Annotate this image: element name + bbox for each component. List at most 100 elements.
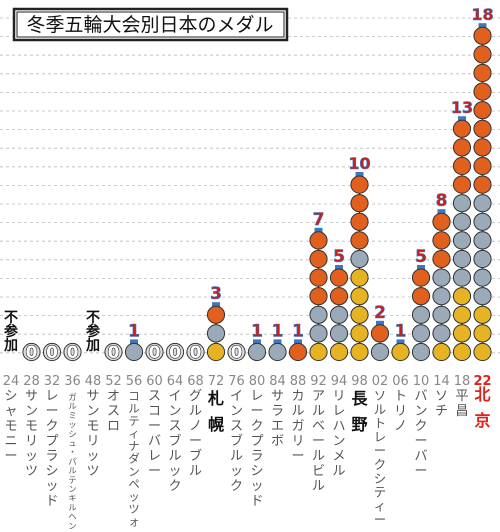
city-label: サ <box>271 389 284 404</box>
bronze-medal <box>350 212 369 231</box>
column-cap <box>355 172 364 177</box>
gold-medal <box>473 342 492 362</box>
zero-marker <box>42 342 62 362</box>
city-label: テ <box>374 485 386 500</box>
zero-marker <box>227 342 246 362</box>
city-label: ン <box>25 404 38 419</box>
medal-column <box>42 342 62 362</box>
medal-column <box>227 342 246 362</box>
bronze-medal <box>473 138 492 157</box>
city-label: レ <box>45 389 58 404</box>
city-label: コ <box>148 404 161 419</box>
medal-column <box>206 302 226 362</box>
silver-medal <box>329 305 349 324</box>
city-label: ス <box>168 419 181 434</box>
year-label: 22 <box>473 374 491 389</box>
city-label: レ <box>250 389 263 404</box>
nonparticipation-label: 不 <box>4 310 18 326</box>
city-label: ソ <box>374 388 386 403</box>
count-label: 0 <box>190 343 202 363</box>
bronze-medal <box>473 175 492 194</box>
city-label: ー <box>312 434 325 449</box>
gold-medal <box>452 324 472 343</box>
medal-column <box>309 227 328 362</box>
city-label: エ <box>271 419 284 434</box>
medal-column <box>370 320 390 362</box>
medal-column <box>186 342 205 362</box>
bronze-medal <box>350 175 369 194</box>
gold-medal <box>350 324 369 343</box>
city-label: ー <box>148 464 161 479</box>
city-label: ル <box>312 449 325 464</box>
nonparticipation-label: 不 <box>86 310 100 326</box>
city-label: ー <box>4 449 17 464</box>
city-label: ー <box>374 443 386 458</box>
city-label: シ <box>4 389 17 404</box>
bronze-medal <box>288 342 308 362</box>
year-label: 06 <box>392 374 409 389</box>
city-label: ッ <box>45 479 58 494</box>
city-label: イ <box>168 389 181 404</box>
city-label: ツ <box>128 503 139 516</box>
city-label: 札 <box>207 389 224 408</box>
city-label: ン <box>68 521 76 531</box>
city-label: ラ <box>250 449 263 464</box>
year-label: 92 <box>310 374 327 389</box>
year-label: 88 <box>290 374 307 389</box>
silver-medal <box>473 268 492 287</box>
bronze-medal <box>473 156 492 176</box>
city-label: 長 <box>351 389 368 408</box>
count-label: 2 <box>374 303 386 323</box>
city-label: ペ <box>128 478 139 491</box>
city-label: ク <box>168 479 181 494</box>
silver-medal <box>452 194 472 213</box>
city-label: ー <box>189 434 202 449</box>
title-frame <box>12 7 289 42</box>
city-label: ツ <box>25 464 38 479</box>
year-label: 68 <box>187 374 204 389</box>
city-label: ィ <box>374 498 386 513</box>
bronze-medal <box>309 268 328 287</box>
city-label: ル <box>168 449 181 464</box>
city-label: ル <box>312 479 325 494</box>
city-label: ラ <box>271 404 284 419</box>
bronze-medal <box>309 249 328 269</box>
gold-medal <box>350 287 369 306</box>
city-label: リ <box>332 389 345 404</box>
city-label: ン <box>168 404 181 419</box>
silver-medal <box>309 305 328 324</box>
silver-medal <box>432 324 451 343</box>
x-axis-labels: 24シャモニー28サンモリッツ32レークプラシッド36ガルミッシュ・パルテンキル… <box>3 374 492 531</box>
year-label: 76 <box>228 374 245 389</box>
year-label: 36 <box>64 374 81 389</box>
city-label: ッ <box>128 490 139 503</box>
silver-medal <box>452 268 472 287</box>
chart-title: 冬季五輪大会別日本のメダル <box>26 14 273 36</box>
column-cap <box>130 339 138 345</box>
city-label: サ <box>86 389 99 404</box>
gold-medal <box>452 305 472 324</box>
city-label: ガ <box>291 419 304 434</box>
medal-column <box>350 172 369 362</box>
year-label: 64 <box>167 374 184 389</box>
city-label: ー <box>250 404 263 419</box>
year-label: 14 <box>433 374 450 389</box>
bronze-medal <box>350 231 369 250</box>
city-label: ス <box>230 419 243 434</box>
bronze-medal <box>329 287 349 306</box>
column-cap <box>273 339 282 345</box>
year-label: 84 <box>269 374 286 389</box>
city-label: ル <box>128 403 139 416</box>
bronze-medal <box>206 305 226 324</box>
city-label: パ <box>68 456 76 466</box>
city-label: ク <box>230 479 243 494</box>
city-label: ル <box>68 466 76 476</box>
city-label: キ <box>68 493 76 503</box>
year-label: 80 <box>249 374 266 389</box>
nonparticipation-label: 加 <box>85 338 100 354</box>
city-label: グ <box>189 389 202 404</box>
column-cap <box>396 339 405 345</box>
city-label: ル <box>291 404 304 419</box>
city-label: ガ <box>68 392 76 402</box>
